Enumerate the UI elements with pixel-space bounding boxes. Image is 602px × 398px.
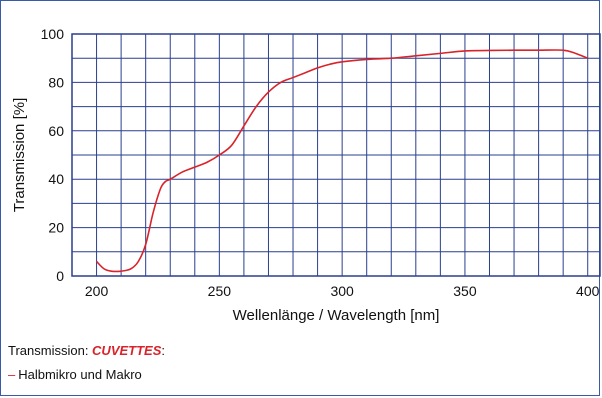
- caption-title: Transmission: CUVETTES:: [8, 343, 165, 358]
- y-tick-label: 100: [41, 26, 65, 42]
- x-tick-label: 200: [85, 283, 109, 299]
- x-tick-label: 400: [576, 283, 600, 299]
- y-tick-label: 40: [48, 171, 64, 187]
- tick-labels: 200 250 300 350 400 0 20 40 60 80 100: [41, 26, 600, 299]
- legend-line-marker: –: [8, 367, 16, 382]
- plot-border: [71, 33, 601, 277]
- y-tick-label: 60: [48, 123, 64, 139]
- x-tick-label: 350: [453, 283, 477, 299]
- legend: – Halbmikro und Makro: [8, 367, 142, 382]
- x-tick-label: 250: [208, 283, 232, 299]
- legend-label: Halbmikro und Makro: [18, 367, 142, 382]
- y-tick-label: 0: [56, 268, 64, 284]
- y-axis-title: Transmission [%]: [11, 98, 28, 212]
- caption-suffix: :: [161, 343, 166, 358]
- caption-prefix: Transmission:: [8, 343, 93, 358]
- x-tick-label: 300: [330, 283, 354, 299]
- y-tick-label: 20: [48, 220, 64, 236]
- series-line-halbmikro-und-makro: [95, 49, 589, 273]
- grid: [71, 33, 600, 277]
- caption-brand: CUVETTES: [92, 343, 162, 358]
- y-tick-label: 80: [48, 74, 64, 90]
- x-axis-title: Wellenlänge / Wavelength [nm]: [233, 307, 440, 324]
